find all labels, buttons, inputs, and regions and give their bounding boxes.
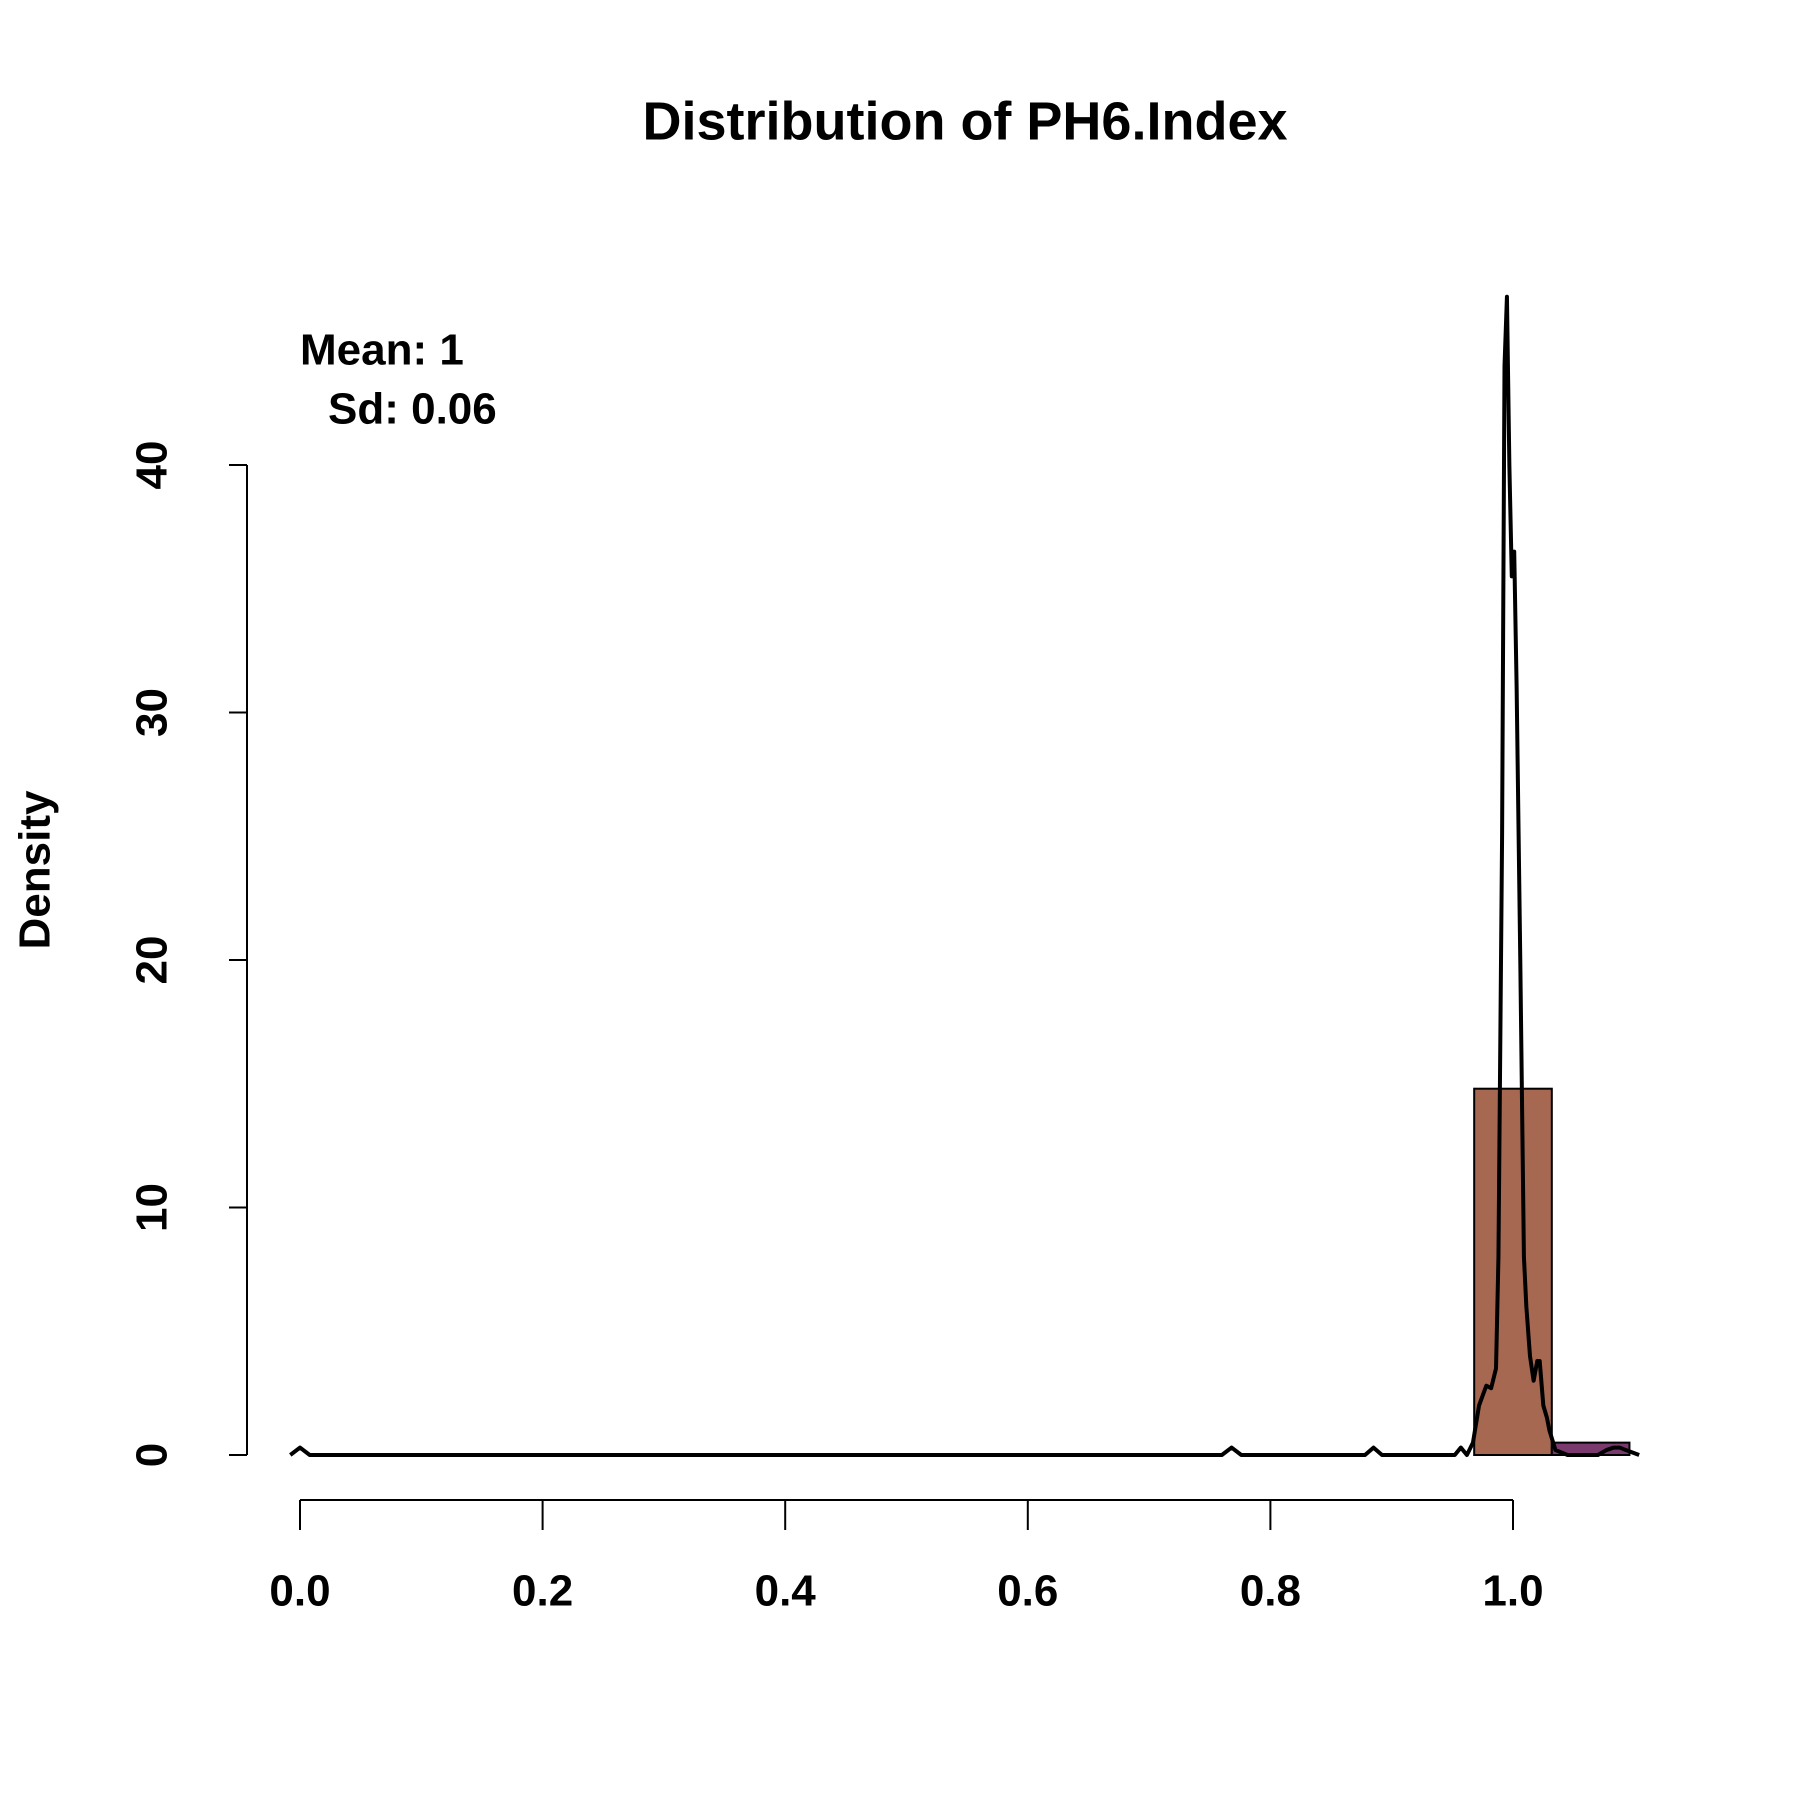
- x-tick-label: 0.0: [269, 1567, 330, 1616]
- y-tick-label: 0: [128, 1443, 177, 1467]
- density-line: [289, 294, 1640, 1457]
- annotation: Mean: 1: [300, 326, 464, 375]
- x-tick-label: 1.0: [1482, 1567, 1543, 1616]
- y-axis-label: Density: [11, 790, 60, 949]
- y-tick-label: 10: [128, 1183, 177, 1232]
- x-tick-label: 0.6: [997, 1567, 1058, 1616]
- x-tick-label: 0.4: [755, 1567, 817, 1616]
- chart-title: Distribution of PH6.Index: [642, 91, 1287, 151]
- y-tick-label: 20: [128, 936, 177, 985]
- x-tick-label: 0.8: [1240, 1567, 1301, 1616]
- bar: [1473, 1087, 1553, 1456]
- x-tick-label: 0.2: [512, 1567, 573, 1616]
- annotation: Sd: 0.06: [328, 385, 497, 434]
- y-tick-label: 40: [128, 441, 177, 490]
- y-tick-label: 30: [128, 688, 177, 737]
